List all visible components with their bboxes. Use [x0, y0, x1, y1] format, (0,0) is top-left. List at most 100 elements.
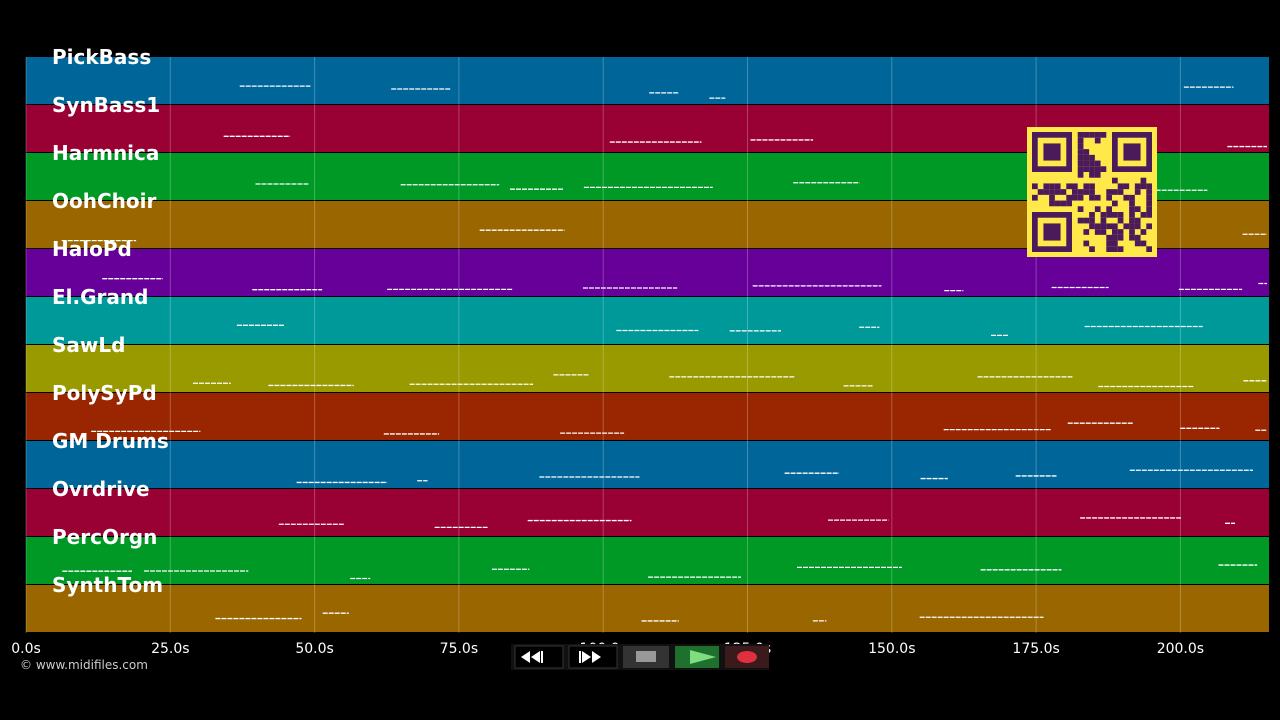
qr-module	[1134, 206, 1141, 212]
qr-module	[1094, 137, 1101, 144]
qr-module	[1146, 246, 1152, 252]
qr-module	[1089, 223, 1095, 230]
qr-module	[1146, 200, 1152, 207]
track-name: SynthTom	[52, 573, 163, 597]
qr-module	[1146, 212, 1152, 218]
qr-module	[1140, 177, 1147, 184]
qr-module	[1037, 189, 1044, 195]
track-name: SynBass1	[52, 93, 160, 117]
qr-module	[1072, 183, 1078, 190]
notes	[61, 85, 1267, 622]
qr-module	[1089, 194, 1095, 201]
qr-module	[1077, 143, 1084, 150]
qr-module	[1077, 189, 1084, 195]
qr-module	[1077, 217, 1084, 224]
qr-module	[1117, 217, 1124, 224]
qr-module	[1106, 206, 1112, 212]
qr-module	[1032, 183, 1038, 190]
qr-finder	[1123, 143, 1141, 161]
qr-module	[1094, 132, 1101, 138]
qr-module	[1077, 166, 1084, 172]
qr-module	[1146, 189, 1152, 195]
qr-module	[1146, 194, 1152, 201]
qr-module	[1117, 229, 1124, 235]
track-name: HaloPd	[52, 237, 132, 261]
track-lane	[26, 393, 1269, 440]
qr-module	[1077, 132, 1084, 138]
qr-module	[1083, 160, 1090, 167]
rewind-button[interactable]	[514, 645, 564, 669]
track-lane	[26, 297, 1269, 344]
qr-module	[1077, 194, 1084, 201]
qr-module	[1106, 223, 1112, 230]
qr-module	[1129, 223, 1135, 230]
qr-module	[1077, 137, 1084, 144]
track-lane	[26, 57, 1269, 104]
qr-module	[1117, 212, 1124, 218]
qr-module	[1089, 212, 1095, 218]
forward-button[interactable]	[568, 645, 618, 669]
qr-module	[1112, 177, 1118, 184]
qr-module	[1112, 246, 1118, 252]
tick-label: 25.0s	[151, 641, 189, 657]
play-button[interactable]	[675, 646, 719, 668]
qr-module	[1094, 229, 1101, 235]
qr-module	[1089, 166, 1095, 172]
tick-label: 75.0s	[440, 641, 478, 657]
qr-module	[1089, 172, 1095, 178]
track-lane	[26, 537, 1269, 584]
copyright: © www.midifiles.com	[20, 658, 148, 672]
qr-module	[1054, 183, 1061, 190]
qr-module	[1112, 234, 1118, 241]
track-name: El.Grand	[52, 285, 148, 309]
qr-module	[1140, 229, 1147, 235]
tick-label: 150.0s	[868, 641, 915, 657]
qr-module	[1089, 154, 1095, 161]
qr-module	[1083, 183, 1090, 190]
qr-module	[1134, 223, 1141, 230]
qr-module	[1083, 149, 1090, 155]
track-name: SawLd	[52, 333, 125, 357]
qr-module	[1083, 240, 1090, 247]
qr-module	[1043, 189, 1050, 195]
qr-module	[1083, 217, 1090, 224]
qr-module	[1106, 189, 1112, 195]
qr-module	[1094, 223, 1101, 230]
qr-module	[1032, 194, 1038, 201]
qr-module	[1094, 160, 1101, 167]
qr-module	[1094, 172, 1101, 178]
track-name: PolySyPd	[52, 381, 157, 405]
qr-module	[1083, 166, 1090, 172]
track-labels: PickBass SynBass1 Harmnica OohChoir HaloPd El…	[52, 45, 169, 597]
qr-module	[1089, 160, 1095, 167]
qr-module	[1112, 240, 1118, 247]
stop-button[interactable]	[623, 646, 669, 668]
qr-module	[1077, 172, 1084, 178]
qr-module	[1083, 189, 1090, 195]
record-button[interactable]	[725, 646, 769, 668]
qr-module	[1089, 246, 1095, 252]
qr-module	[1129, 217, 1135, 224]
qr-module	[1060, 200, 1067, 207]
track-name: PercOrgn	[52, 525, 157, 549]
track-name: OohChoir	[52, 189, 156, 213]
qr-module	[1066, 194, 1072, 201]
qr-module	[1072, 194, 1078, 201]
qr-module	[1112, 229, 1118, 235]
qr-module	[1146, 223, 1152, 230]
track-name: PickBass	[52, 45, 151, 69]
qr-module	[1049, 183, 1055, 190]
qr-module	[1094, 166, 1101, 172]
qr-module	[1117, 234, 1124, 241]
qr-module	[1129, 206, 1135, 212]
qr-module	[1089, 183, 1095, 190]
qr-module	[1134, 217, 1141, 224]
qr-module	[1112, 200, 1118, 207]
qr-module	[1146, 206, 1152, 212]
qr-module	[1129, 234, 1135, 241]
tick-label: 50.0s	[295, 641, 333, 657]
qr-module	[1094, 206, 1101, 212]
qr-module	[1117, 246, 1124, 252]
